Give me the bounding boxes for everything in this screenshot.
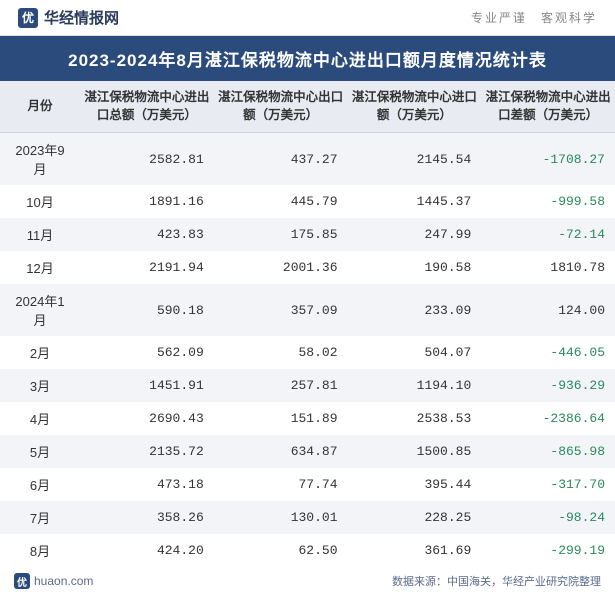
cell-value: -317.70 bbox=[481, 468, 615, 501]
page-title: 2023-2024年8月湛江保税物流中心进出口额月度情况统计表 bbox=[0, 36, 615, 81]
cell-value: 247.99 bbox=[348, 218, 482, 251]
table-row: 7月358.26130.01228.25-98.24 bbox=[0, 501, 615, 534]
cell-value: 424.20 bbox=[80, 534, 214, 567]
cell-value: 590.18 bbox=[80, 284, 214, 336]
cell-value: 2582.81 bbox=[80, 133, 214, 186]
cell-value: 2135.72 bbox=[80, 435, 214, 468]
col-diff: 湛江保税物流中心进出口差额（万美元） bbox=[481, 81, 615, 133]
cell-value: 2191.94 bbox=[80, 251, 214, 284]
cell-value: 2690.43 bbox=[80, 402, 214, 435]
cell-value: -865.98 bbox=[481, 435, 615, 468]
cell-month: 8月 bbox=[0, 534, 80, 567]
table-row: 6月473.1877.74395.44-317.70 bbox=[0, 468, 615, 501]
cell-value: -98.24 bbox=[481, 501, 615, 534]
cell-value: -2386.64 bbox=[481, 402, 615, 435]
cell-month: 10月 bbox=[0, 185, 80, 218]
cell-value: 361.69 bbox=[348, 534, 482, 567]
cell-value: 151.89 bbox=[214, 402, 348, 435]
footer-logo: 优 huaon.com bbox=[14, 573, 93, 589]
cell-month: 12月 bbox=[0, 251, 80, 284]
cell-month: 2月 bbox=[0, 336, 80, 369]
col-month: 月份 bbox=[0, 81, 80, 133]
cell-value: -936.29 bbox=[481, 369, 615, 402]
cell-value: 228.25 bbox=[348, 501, 482, 534]
logo-area: 优 华经情报网 bbox=[18, 7, 119, 28]
cell-month: 2024年1月 bbox=[0, 284, 80, 336]
cell-value: 634.87 bbox=[214, 435, 348, 468]
cell-value: -446.05 bbox=[481, 336, 615, 369]
cell-value: 2145.54 bbox=[348, 133, 482, 186]
cell-value: -299.19 bbox=[481, 534, 615, 567]
cell-month: 6月 bbox=[0, 468, 80, 501]
cell-value: -1708.27 bbox=[481, 133, 615, 186]
cell-value: -999.58 bbox=[481, 185, 615, 218]
col-export: 湛江保税物流中心出口额（万美元） bbox=[214, 81, 348, 133]
cell-value: 357.09 bbox=[214, 284, 348, 336]
col-total: 湛江保税物流中心进出口总额（万美元） bbox=[80, 81, 214, 133]
cell-value: 423.83 bbox=[80, 218, 214, 251]
cell-value: 2538.53 bbox=[348, 402, 482, 435]
header-row: 月份 湛江保税物流中心进出口总额（万美元） 湛江保税物流中心出口额（万美元） 湛… bbox=[0, 81, 615, 133]
cell-value: 124.00 bbox=[481, 284, 615, 336]
table-row: 2024年1月590.18357.09233.09124.00 bbox=[0, 284, 615, 336]
cell-value: 130.01 bbox=[214, 501, 348, 534]
cell-value: 77.74 bbox=[214, 468, 348, 501]
table-row: 4月2690.43151.892538.53-2386.64 bbox=[0, 402, 615, 435]
cell-value: 233.09 bbox=[348, 284, 482, 336]
cell-value: 62.50 bbox=[214, 534, 348, 567]
cell-value: 395.44 bbox=[348, 468, 482, 501]
table-row: 2023年9月2582.81437.272145.54-1708.27 bbox=[0, 133, 615, 186]
cell-value: 1194.10 bbox=[348, 369, 482, 402]
cell-value: 2001.36 bbox=[214, 251, 348, 284]
footer-logo-icon: 优 bbox=[14, 573, 30, 589]
site-header: 优 华经情报网 专业严谨 客观科学 bbox=[0, 0, 615, 36]
table-row: 12月2191.942001.36190.581810.78 bbox=[0, 251, 615, 284]
table-row: 2月562.0958.02504.07-446.05 bbox=[0, 336, 615, 369]
cell-value: 1445.37 bbox=[348, 185, 482, 218]
cell-month: 5月 bbox=[0, 435, 80, 468]
cell-value: 257.81 bbox=[214, 369, 348, 402]
cell-month: 11月 bbox=[0, 218, 80, 251]
cell-month: 7月 bbox=[0, 501, 80, 534]
cell-month: 3月 bbox=[0, 369, 80, 402]
cell-value: 175.85 bbox=[214, 218, 348, 251]
cell-value: -72.14 bbox=[481, 218, 615, 251]
table-row: 3月1451.91257.811194.10-936.29 bbox=[0, 369, 615, 402]
footer-url: huaon.com bbox=[34, 574, 93, 588]
cell-value: 1891.16 bbox=[80, 185, 214, 218]
cell-value: 504.07 bbox=[348, 336, 482, 369]
logo-icon: 优 bbox=[18, 8, 38, 28]
cell-value: 562.09 bbox=[80, 336, 214, 369]
cell-value: 1500.85 bbox=[348, 435, 482, 468]
tagline: 专业严谨 客观科学 bbox=[471, 9, 597, 26]
cell-value: 437.27 bbox=[214, 133, 348, 186]
cell-value: 190.58 bbox=[348, 251, 482, 284]
cell-value: 1451.91 bbox=[80, 369, 214, 402]
table-row: 11月423.83175.85247.99-72.14 bbox=[0, 218, 615, 251]
table-row: 10月1891.16445.791445.37-999.58 bbox=[0, 185, 615, 218]
cell-value: 473.18 bbox=[80, 468, 214, 501]
cell-month: 2023年9月 bbox=[0, 133, 80, 186]
table-row: 8月424.2062.50361.69-299.19 bbox=[0, 534, 615, 567]
cell-value: 58.02 bbox=[214, 336, 348, 369]
col-import: 湛江保税物流中心进口额（万美元） bbox=[348, 81, 482, 133]
data-table: 月份 湛江保税物流中心进出口总额（万美元） 湛江保税物流中心出口额（万美元） 湛… bbox=[0, 81, 615, 567]
table-container: 月份 湛江保税物流中心进出口总额（万美元） 湛江保税物流中心出口额（万美元） 湛… bbox=[0, 81, 615, 567]
footer: 优 huaon.com 数据来源：中国海关，华经产业研究院整理 bbox=[0, 567, 615, 595]
cell-value: 358.26 bbox=[80, 501, 214, 534]
cell-month: 4月 bbox=[0, 402, 80, 435]
cell-value: 445.79 bbox=[214, 185, 348, 218]
table-row: 5月2135.72634.871500.85-865.98 bbox=[0, 435, 615, 468]
footer-source: 数据来源：中国海关，华经产业研究院整理 bbox=[392, 573, 601, 589]
cell-value: 1810.78 bbox=[481, 251, 615, 284]
site-name: 华经情报网 bbox=[44, 7, 119, 28]
